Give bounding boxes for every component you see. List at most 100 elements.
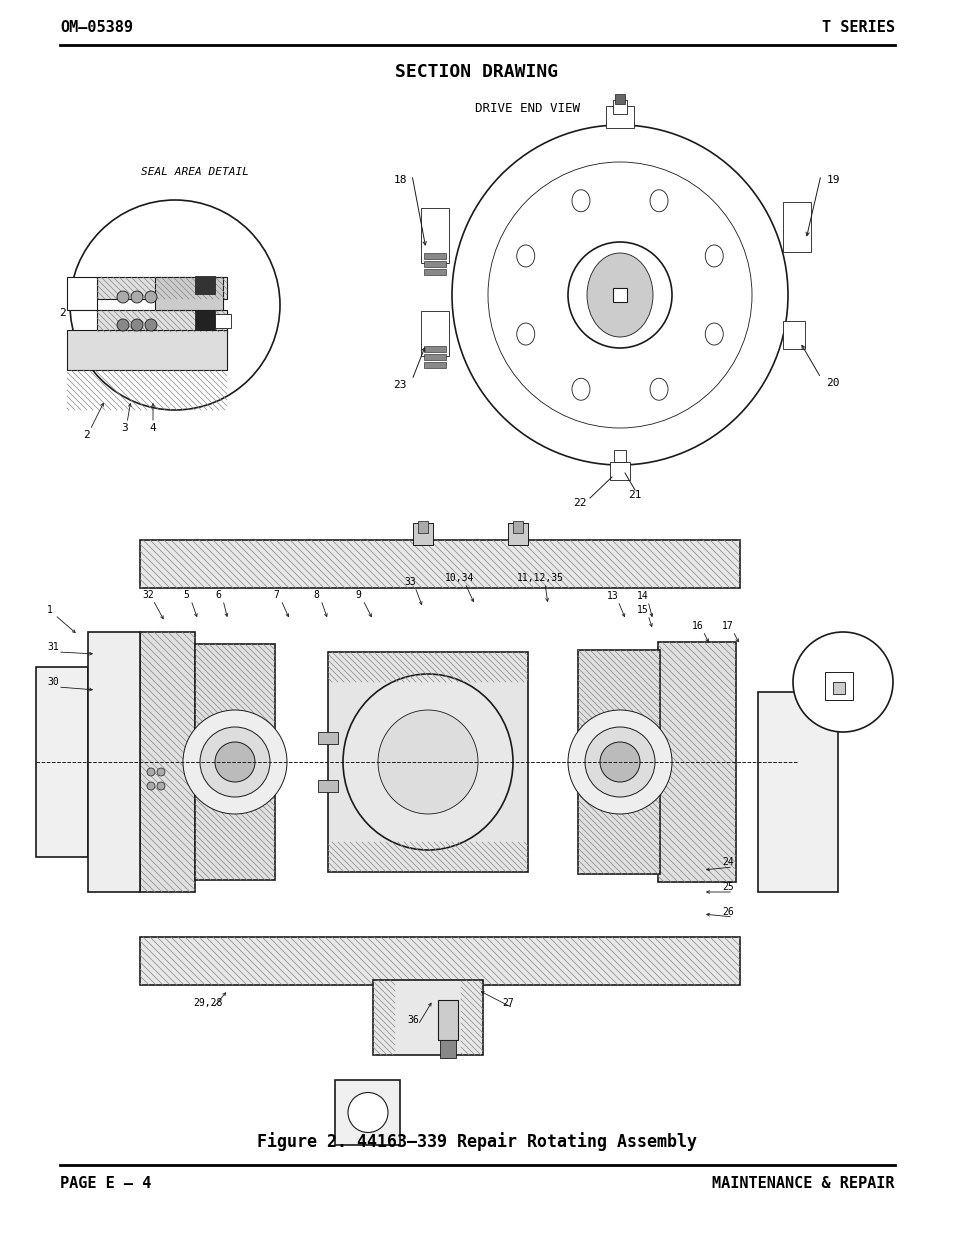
Bar: [423, 362, 446, 368]
Bar: [194, 643, 274, 881]
Text: 11,12,35: 11,12,35: [516, 573, 563, 583]
Ellipse shape: [517, 245, 535, 267]
Text: 8: 8: [313, 590, 318, 600]
Circle shape: [599, 742, 639, 782]
Circle shape: [567, 710, 671, 814]
Bar: [578, 650, 659, 874]
Text: 20: 20: [825, 378, 839, 388]
Text: 7: 7: [273, 590, 278, 600]
Text: 26: 26: [721, 906, 733, 918]
Text: 6: 6: [214, 590, 221, 600]
Bar: [614, 450, 625, 462]
Bar: [194, 310, 214, 330]
Circle shape: [157, 768, 165, 776]
Ellipse shape: [343, 674, 513, 850]
Bar: [97, 310, 227, 332]
Ellipse shape: [649, 378, 667, 400]
Bar: [36, 667, 88, 857]
Text: SEAL AREA DETAIL: SEAL AREA DETAIL: [141, 167, 249, 177]
Circle shape: [117, 291, 129, 303]
Bar: [154, 277, 223, 310]
Text: 17: 17: [721, 621, 733, 631]
Bar: [97, 277, 227, 299]
Circle shape: [214, 742, 254, 782]
Bar: [67, 277, 97, 310]
Text: 23: 23: [393, 380, 406, 390]
Ellipse shape: [572, 378, 589, 400]
Circle shape: [157, 782, 165, 790]
Text: DRIVE END VIEW: DRIVE END VIEW: [475, 101, 579, 115]
Bar: [658, 642, 735, 882]
Text: SECTION DRAWING: SECTION DRAWING: [395, 63, 558, 82]
Text: 14: 14: [637, 592, 648, 601]
Bar: [420, 310, 449, 356]
Text: 21: 21: [628, 490, 641, 500]
Ellipse shape: [572, 190, 589, 211]
Bar: [423, 268, 446, 274]
Bar: [88, 632, 140, 892]
Text: 19: 19: [825, 175, 839, 185]
Bar: [417, 521, 428, 534]
Bar: [423, 353, 446, 359]
Ellipse shape: [567, 242, 671, 348]
Circle shape: [131, 291, 143, 303]
Ellipse shape: [517, 324, 535, 345]
Ellipse shape: [488, 162, 751, 429]
Ellipse shape: [377, 710, 477, 814]
Bar: [140, 632, 194, 892]
Text: 24: 24: [721, 857, 733, 867]
Circle shape: [147, 768, 154, 776]
Text: 13: 13: [606, 592, 618, 601]
Bar: [782, 203, 810, 252]
Circle shape: [348, 1093, 388, 1132]
Text: PAGE E – 4: PAGE E – 4: [60, 1176, 152, 1191]
Bar: [437, 1000, 457, 1040]
Bar: [420, 207, 449, 263]
Bar: [615, 94, 624, 104]
Bar: [335, 1079, 400, 1145]
Text: 2: 2: [84, 430, 91, 440]
Circle shape: [200, 727, 270, 797]
Bar: [613, 288, 626, 303]
Text: 16: 16: [691, 621, 703, 631]
Text: T SERIES: T SERIES: [821, 21, 894, 36]
Circle shape: [145, 291, 157, 303]
Bar: [194, 275, 214, 294]
Text: 15: 15: [637, 605, 648, 615]
Bar: [317, 732, 337, 743]
Ellipse shape: [452, 125, 787, 466]
Bar: [214, 314, 231, 329]
Text: 9: 9: [355, 590, 360, 600]
Bar: [513, 521, 522, 534]
Text: 22: 22: [573, 498, 586, 508]
Text: 32: 32: [142, 590, 153, 600]
Text: 18: 18: [393, 175, 406, 185]
Text: 10,34: 10,34: [445, 573, 475, 583]
Text: 31: 31: [47, 642, 59, 652]
Bar: [605, 106, 634, 128]
Ellipse shape: [586, 253, 652, 337]
Text: 25: 25: [721, 882, 733, 892]
Circle shape: [183, 710, 287, 814]
Text: 4: 4: [150, 424, 156, 433]
Text: MAINTENANCE & REPAIR: MAINTENANCE & REPAIR: [712, 1176, 894, 1191]
Ellipse shape: [704, 245, 722, 267]
Ellipse shape: [704, 324, 722, 345]
Bar: [423, 252, 446, 258]
Text: 30: 30: [47, 677, 59, 687]
Bar: [758, 692, 837, 892]
Bar: [328, 652, 527, 872]
Text: 1: 1: [47, 605, 52, 615]
Circle shape: [584, 727, 655, 797]
Bar: [67, 330, 227, 370]
Circle shape: [147, 782, 154, 790]
Text: 36: 36: [407, 1015, 418, 1025]
Bar: [317, 781, 337, 792]
Bar: [413, 522, 433, 545]
Bar: [613, 100, 626, 114]
Text: 3: 3: [121, 424, 129, 433]
Circle shape: [70, 200, 280, 410]
Circle shape: [145, 319, 157, 331]
Text: 2: 2: [59, 308, 67, 317]
Circle shape: [117, 319, 129, 331]
